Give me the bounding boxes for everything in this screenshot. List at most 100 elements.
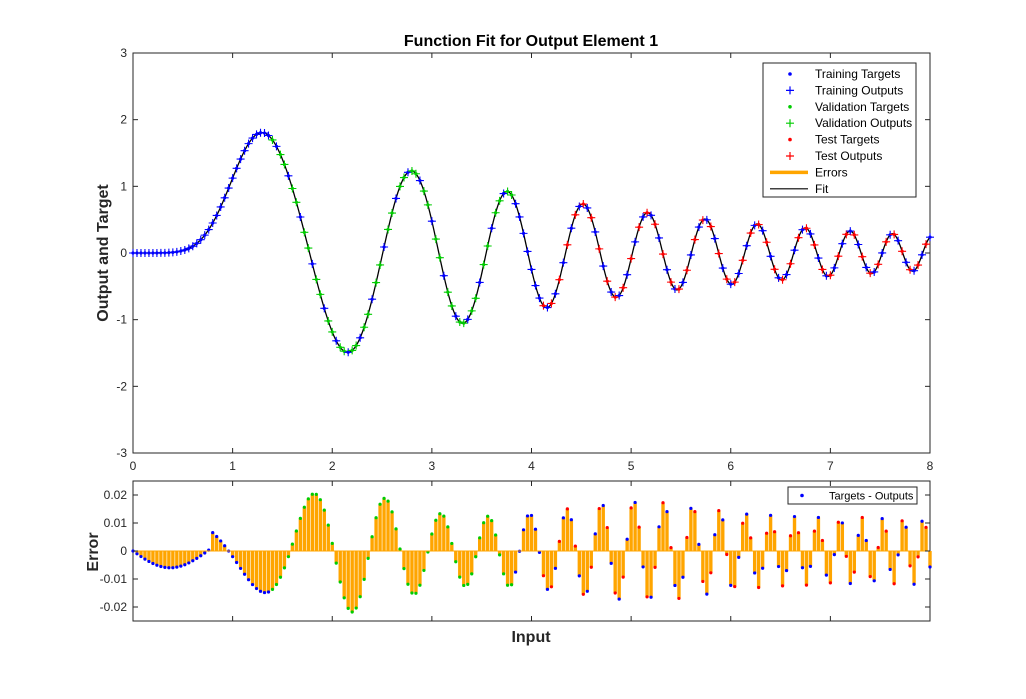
error-plot-ytick-label: -0.01: [100, 572, 128, 586]
validation-output-marker: [300, 228, 309, 237]
error-point: [920, 519, 924, 523]
error-bar: [836, 522, 841, 551]
training-output-marker: [758, 226, 767, 235]
error-point: [454, 560, 458, 564]
error-bar: [462, 551, 466, 586]
error-point: [215, 534, 219, 539]
test-output-marker: [563, 240, 572, 249]
error-bar: [390, 511, 394, 551]
error-point: [816, 515, 821, 520]
validation-output-marker: [280, 160, 289, 169]
error-point: [553, 566, 558, 570]
error-bar: [916, 551, 920, 557]
test-output-marker: [738, 256, 747, 265]
error-bar: [812, 531, 817, 551]
error-point: [314, 492, 318, 496]
training-output-marker: [543, 303, 552, 312]
error-legend-swatch: [800, 493, 804, 498]
error-point: [900, 519, 904, 523]
error-point: [749, 536, 753, 540]
error-bar: [262, 551, 267, 593]
error-point: [219, 539, 223, 543]
error-point: [924, 525, 928, 529]
error-point: [713, 533, 717, 537]
error-bar: [334, 551, 338, 564]
error-bar: [370, 536, 374, 551]
error-bar: [234, 551, 239, 563]
training-output-marker: [240, 146, 249, 155]
training-output-marker: [790, 246, 799, 255]
error-point: [645, 595, 649, 599]
error-bar: [912, 551, 916, 585]
error-point: [677, 596, 681, 601]
error-plot-ylabel: Error: [85, 532, 102, 571]
validation-output-marker: [467, 306, 476, 315]
error-point: [721, 518, 725, 522]
error-bar: [764, 533, 769, 551]
error-bar: [856, 535, 860, 551]
validation-output-marker: [435, 253, 444, 262]
training-output-marker: [838, 239, 847, 248]
error-point: [139, 554, 143, 559]
error-point: [366, 556, 370, 560]
training-output-marker: [224, 184, 233, 193]
error-bar: [613, 551, 617, 593]
error-point: [769, 513, 773, 517]
validation-output-marker: [376, 260, 385, 269]
error-point: [494, 533, 498, 537]
error-bar: [669, 547, 673, 551]
training-output-marker: [607, 288, 616, 297]
training-output-marker: [403, 168, 412, 177]
test-output-marker: [898, 247, 907, 256]
fit-plot-ticks: 0 1 2 3 4 5 6 7 8 -3 -2 -1 0 1 2 3: [116, 46, 933, 473]
error-bar: [577, 551, 582, 576]
error-point: [350, 610, 354, 614]
error-bar: [454, 551, 458, 562]
error-point: [386, 499, 390, 503]
error-point: [537, 550, 542, 554]
error-point: [737, 555, 741, 559]
error-bar: [569, 519, 574, 551]
error-bar: [792, 516, 797, 551]
error-bar: [155, 551, 159, 566]
error-point: [418, 583, 422, 587]
error-point: [378, 502, 382, 506]
error-bar: [665, 511, 669, 551]
error-point: [649, 595, 653, 599]
error-point: [545, 587, 550, 591]
error-point: [430, 532, 434, 536]
error-point: [462, 583, 466, 588]
training-output-marker: [451, 312, 460, 321]
error-point: [422, 568, 426, 573]
error-bar: [222, 545, 227, 551]
error-point: [211, 531, 215, 535]
error-point: [533, 527, 538, 531]
validation-output-marker: [447, 301, 456, 310]
error-point: [502, 572, 506, 576]
test-output-marker: [914, 261, 923, 270]
error-bar: [211, 532, 215, 551]
training-output-marker: [427, 217, 436, 226]
error-bar: [191, 551, 195, 561]
error-bar: [653, 551, 657, 568]
error-bar: [649, 551, 653, 598]
validation-output-marker: [495, 196, 504, 205]
validation-output-marker: [360, 323, 369, 332]
error-bar: [521, 529, 526, 551]
error-bar: [565, 508, 570, 551]
error-bar: [824, 551, 829, 576]
legend-swatch-dot: [788, 105, 792, 109]
error-bar: [183, 551, 187, 565]
fit-plot-xtick-label: 1: [229, 459, 236, 473]
validation-output-marker: [459, 319, 468, 328]
test-output-marker: [826, 271, 835, 280]
error-point: [147, 559, 151, 564]
error-bar: [788, 535, 793, 551]
legend-label: Training Targets: [815, 67, 900, 81]
error-bar: [446, 526, 450, 551]
training-output-marker: [894, 236, 903, 245]
error-point: [398, 547, 402, 551]
validation-output-marker: [364, 310, 373, 319]
legend-label: Validation Targets: [815, 100, 909, 114]
error-point: [478, 536, 482, 540]
